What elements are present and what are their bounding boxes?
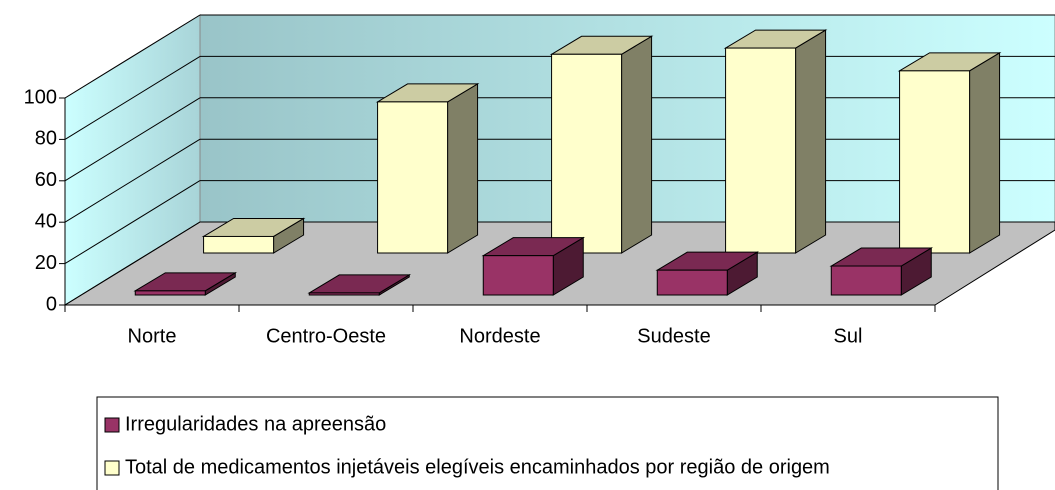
bar	[481, 236, 586, 296]
bar-side	[447, 83, 479, 254]
bar-front	[134, 290, 206, 296]
y-tick-label: 40	[35, 210, 57, 232]
legend-swatch	[104, 417, 120, 433]
bar-side	[621, 35, 653, 254]
bar	[549, 35, 654, 254]
grid-line	[64, 221, 201, 306]
bar	[133, 271, 238, 296]
grid-line	[64, 97, 201, 182]
bar-front	[656, 269, 728, 296]
x-tick-label: Sul	[834, 325, 863, 347]
bar	[897, 51, 1002, 254]
y-tick-label: 80	[35, 128, 57, 150]
grid-line	[64, 180, 201, 265]
x-tick-label: Sudeste	[637, 325, 710, 347]
y-tick-label: 20	[35, 252, 57, 274]
bar-front	[203, 235, 275, 254]
grid-line	[64, 138, 201, 223]
bar-side	[969, 51, 1001, 254]
grid-line	[64, 55, 201, 140]
y-tick-label: 0	[46, 293, 57, 315]
bar	[655, 251, 760, 296]
legend	[96, 396, 999, 490]
bar	[201, 217, 306, 254]
y-tick-label: 100	[24, 86, 57, 108]
grid-line	[64, 14, 201, 99]
bar	[723, 29, 828, 254]
bar	[307, 274, 412, 296]
bar-front	[830, 265, 902, 296]
legend-label: Irregularidades na apreensão	[125, 413, 386, 435]
bar	[829, 247, 934, 296]
bar	[375, 83, 480, 254]
x-tick-label: Nordeste	[459, 325, 540, 347]
bar-front	[308, 292, 380, 296]
legend-label: Total de medicamentos injetáveis elegíve…	[125, 456, 830, 478]
bar-front	[551, 53, 623, 254]
bar-side	[795, 29, 827, 254]
bar-front	[482, 255, 554, 296]
bar-front	[899, 70, 971, 254]
x-tick-label: Norte	[128, 325, 177, 347]
legend-swatch	[104, 460, 120, 476]
bar-front	[725, 47, 797, 254]
y-tick-label: 60	[35, 169, 57, 191]
bar-front	[377, 101, 449, 254]
x-tick-label: Centro-Oeste	[266, 325, 386, 347]
